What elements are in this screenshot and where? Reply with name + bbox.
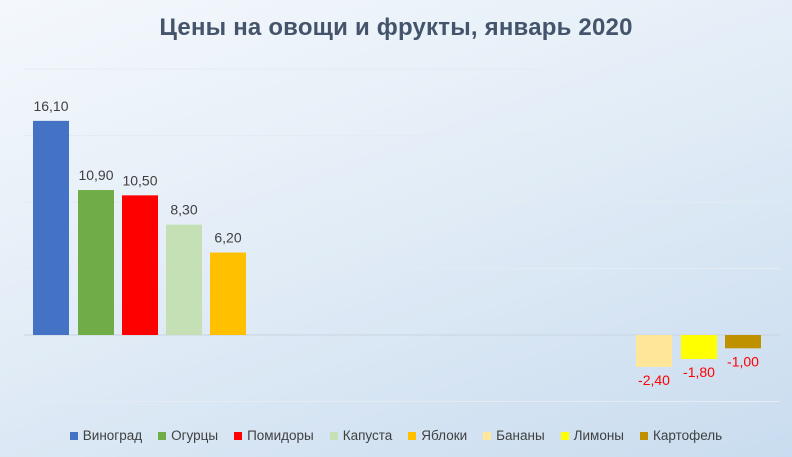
legend-label: Огурцы	[171, 428, 219, 443]
data-label-7: -1,80	[683, 364, 715, 380]
bar-1	[33, 120, 69, 336]
legend-swatch	[234, 431, 243, 440]
data-label-1: 16,10	[33, 98, 68, 114]
legend-label: Капуста	[342, 428, 393, 443]
bar-7	[681, 335, 717, 359]
legend-item-7: Лимоны	[560, 428, 625, 443]
data-label-2: 10,90	[78, 167, 113, 183]
legend-swatch	[69, 431, 78, 440]
legend-swatch	[329, 431, 338, 440]
legend-item-5: Яблоки	[408, 428, 467, 443]
legend-item-3: Помидоры	[234, 428, 314, 443]
bar-6	[636, 335, 672, 367]
legend-swatch	[158, 431, 167, 440]
chart-title: Цены на овощи и фрукты, январь 2020	[159, 14, 633, 41]
legend-label: Картофель	[653, 428, 723, 443]
legend-label: Лимоны	[573, 428, 625, 443]
legend-label: Яблоки	[421, 428, 468, 443]
legend-swatch	[483, 431, 492, 440]
data-label-6: -2,40	[638, 372, 670, 388]
legend-label: Бананы	[496, 428, 545, 443]
bar-4	[166, 224, 202, 335]
legend-swatch	[640, 431, 649, 440]
legend-swatch	[408, 431, 417, 440]
data-label-4: 8,30	[170, 202, 197, 218]
data-label-5: 6,20	[214, 230, 241, 246]
legend-label: Виноград	[82, 428, 143, 443]
legend-swatch	[560, 431, 569, 440]
legend-item-8: Картофель	[640, 428, 722, 443]
bar-3	[122, 195, 158, 335]
bar-8	[725, 335, 761, 349]
legend-item-1: Виноград	[69, 428, 143, 443]
bar-2	[78, 190, 114, 335]
data-label-3: 10,50	[122, 172, 157, 188]
data-label-8: -1,00	[727, 353, 759, 369]
legend-item-6: Бананы	[483, 428, 545, 443]
legend-label: Помидоры	[247, 428, 314, 443]
legend: Виноград Огурцы Помидоры Капуста Яблоки Банан…	[0, 428, 792, 443]
legend-item-4: Капуста	[329, 428, 393, 443]
legend-item-2: Огурцы	[158, 428, 218, 443]
bar-5	[210, 252, 246, 335]
